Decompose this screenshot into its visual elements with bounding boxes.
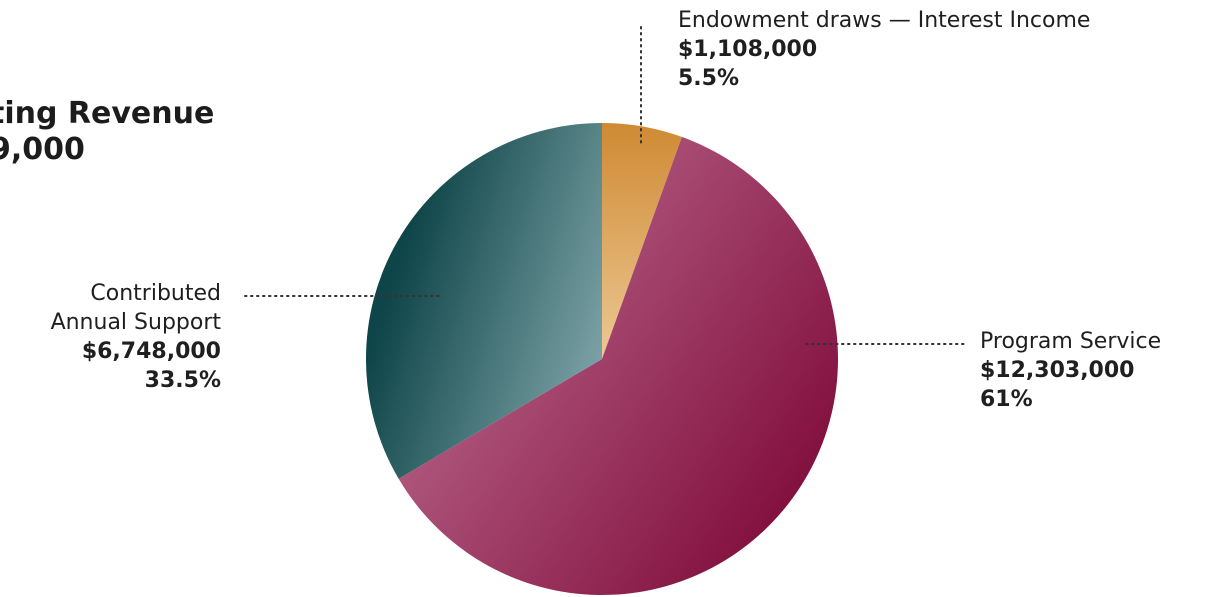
slice-value-program-service: $12,303,000	[980, 358, 1135, 383]
chart-title: ting Revenue 9,000	[0, 96, 214, 168]
slice-label-contributed: Contributed Annual Support $6,748,000 33…	[51, 279, 221, 395]
slice-label-endowment: Endowment draws — Interest Income $1,108…	[678, 6, 1090, 93]
slice-percent-endowment: 5.5%	[678, 66, 740, 91]
slice-percent-contributed: 33.5%	[144, 368, 221, 393]
slice-label-contributed-line-1: Contributed	[90, 281, 221, 306]
slice-label-contributed-line-2: Annual Support	[50, 310, 221, 335]
pie-slice-endowment	[602, 123, 682, 359]
slice-label-endowment-name: Endowment draws — Interest Income	[678, 8, 1091, 33]
slice-label-program-service-name: Program Service	[980, 329, 1162, 354]
slice-value-endowment: $1,108,000	[678, 37, 818, 62]
slice-label-program-service: Program Service $12,303,000 61%	[980, 327, 1161, 414]
pie-slice-program-service	[398, 136, 838, 595]
slice-percent-program-service: 61%	[980, 387, 1033, 412]
chart-title-line-1: ting Revenue	[0, 96, 215, 131]
chart-title-line-2: 9,000	[0, 132, 85, 167]
pie-slice-contributed	[366, 123, 602, 479]
slice-value-contributed: $6,748,000	[81, 339, 221, 364]
